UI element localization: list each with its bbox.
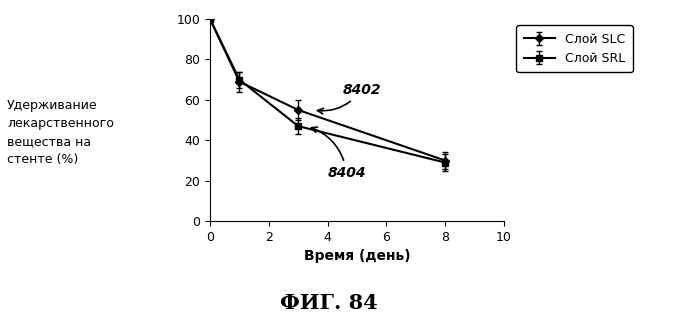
Text: ФИГ. 84: ФИГ. 84 xyxy=(280,293,378,313)
Text: Удерживание
лекарственного
вещества на
стенте (%): Удерживание лекарственного вещества на с… xyxy=(7,99,114,166)
Text: 8404: 8404 xyxy=(312,127,366,180)
Text: 8402: 8402 xyxy=(318,83,381,114)
X-axis label: Время (день): Время (день) xyxy=(304,249,410,264)
Legend: Слой SLC, Слой SRL: Слой SLC, Слой SRL xyxy=(516,25,633,72)
